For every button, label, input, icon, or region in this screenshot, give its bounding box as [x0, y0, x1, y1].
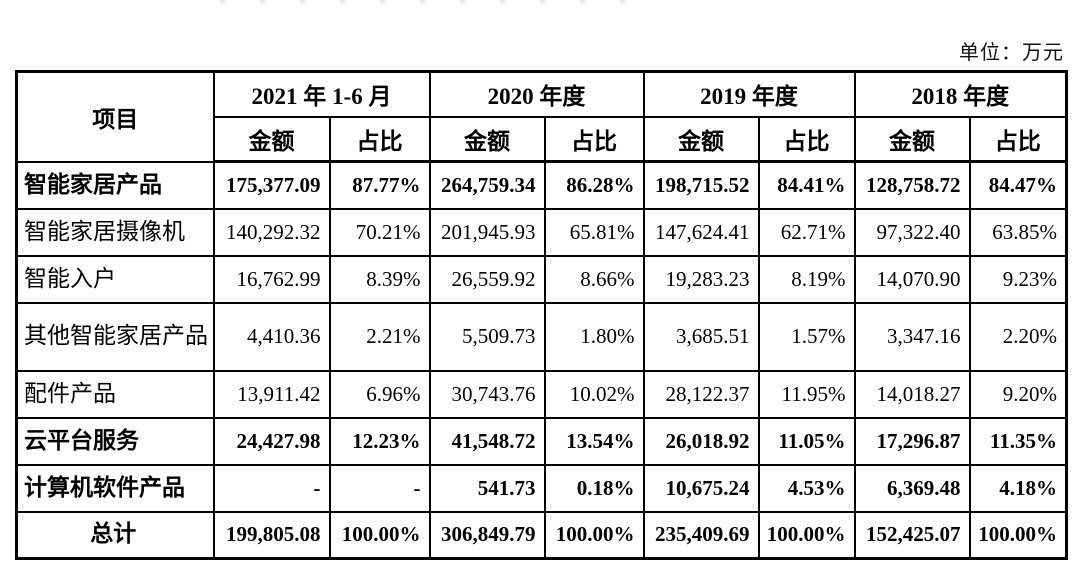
- cell-amount: 24,427.98: [212, 416, 331, 466]
- table-row: 配件产品 13,911.42 6.96% 30,743.76 10.02% 28,122.…: [15, 369, 1068, 419]
- cell-amount: 140,292.32: [212, 207, 331, 257]
- cell-ratio: 62.71%: [757, 207, 856, 257]
- cell-ratio: 11.95%: [757, 369, 856, 419]
- cell-amount: 10,675.24: [642, 463, 760, 513]
- cell-ratio: 84.47%: [968, 160, 1068, 210]
- col-header-ratio: 占比: [968, 115, 1068, 163]
- header-row-subcolumns: 金额 占比 金额 占比 金额 占比 金额 占比: [17, 115, 1068, 163]
- row-label: 其他智能家居产品: [15, 301, 215, 372]
- table-row: 智能家居摄像机 140,292.32 70.21% 201,945.93 65.81% 1…: [15, 207, 1068, 257]
- cell-amount: 541.73: [428, 463, 546, 513]
- row-label: 智能入户: [15, 254, 215, 304]
- col-header-amount: 金额: [642, 115, 760, 163]
- cell-ratio: 2.21%: [328, 301, 431, 372]
- cell-amount: 41,548.72: [428, 416, 546, 466]
- cell-ratio: 4.53%: [757, 463, 856, 513]
- cell-ratio: 87.77%: [328, 160, 431, 210]
- cell-amount: 26,559.92: [428, 254, 546, 304]
- cell-amount: 5,509.73: [428, 301, 546, 372]
- cell-ratio: 8.66%: [543, 254, 645, 304]
- row-label: 智能家居摄像机: [15, 207, 215, 257]
- cell-ratio: 1.80%: [543, 301, 645, 372]
- table-row: 智能家居产品 175,377.09 87.77% 264,759.34 86.28% 19…: [15, 160, 1068, 210]
- cell-amount: 14,018.27: [853, 369, 971, 419]
- cell-amount: 235,409.69: [642, 510, 760, 560]
- cell-amount: 19,283.23: [642, 254, 760, 304]
- cell-ratio: 11.35%: [968, 416, 1068, 466]
- col-header-2021h1: 2021 年 1-6 月: [212, 70, 431, 118]
- row-label: 总计: [15, 510, 215, 560]
- cell-amount: 147,624.41: [642, 207, 760, 257]
- cell-ratio: 12.23%: [328, 416, 431, 466]
- col-header-ratio: 占比: [757, 115, 856, 163]
- cell-amount: 6,369.48: [853, 463, 971, 513]
- cell-amount: 201,945.93: [428, 207, 546, 257]
- cell-ratio: -: [328, 463, 431, 513]
- col-header-ratio: 占比: [543, 115, 645, 163]
- cell-amount: -: [212, 463, 331, 513]
- col-header-amount: 金额: [428, 115, 546, 163]
- cell-amount: 264,759.34: [428, 160, 546, 210]
- cell-ratio: 11.05%: [757, 416, 856, 466]
- cell-amount: 152,425.07: [853, 510, 971, 560]
- cell-ratio: 9.23%: [968, 254, 1068, 304]
- cell-amount: 17,296.87: [853, 416, 971, 466]
- cell-ratio: 8.39%: [328, 254, 431, 304]
- row-label: 云平台服务: [15, 416, 215, 466]
- cell-amount: 14,070.90: [853, 254, 971, 304]
- cell-ratio: 100.00%: [543, 510, 645, 560]
- cell-ratio: 63.85%: [968, 207, 1068, 257]
- table-row: 其他智能家居产品 4,410.36 2.21% 5,509.73 1.80% 3,685.…: [15, 301, 1068, 372]
- cell-ratio: 6.96%: [328, 369, 431, 419]
- cell-ratio: 86.28%: [543, 160, 645, 210]
- header-row-periods: 项目 2021 年 1-6 月 2020 年度 2019 年度 2018 年度: [15, 70, 1068, 163]
- table-body: 智能家居产品 175,377.09 87.77% 264,759.34 86.28% 19…: [15, 160, 1068, 560]
- cropped-text-artifact: [220, 0, 640, 3]
- cell-ratio: 9.20%: [968, 369, 1068, 419]
- row-label: 计算机软件产品: [15, 463, 215, 513]
- cell-amount: 16,762.99: [212, 254, 331, 304]
- cell-ratio: 4.18%: [968, 463, 1068, 513]
- cell-ratio: 0.18%: [543, 463, 645, 513]
- cell-amount: 4,410.36: [212, 301, 331, 372]
- col-header-item: 项目: [15, 70, 215, 163]
- col-header-ratio: 占比: [328, 115, 431, 163]
- cell-ratio: 10.02%: [543, 369, 645, 419]
- table-row: 总计 199,805.08 100.00% 306,849.79 100.00% 235,…: [15, 510, 1068, 560]
- revenue-breakdown-table: 项目 2021 年 1-6 月 2020 年度 2019 年度 2018 年度 …: [15, 70, 1069, 560]
- cell-amount: 175,377.09: [212, 160, 331, 210]
- cell-amount: 28,122.37: [642, 369, 760, 419]
- cell-amount: 13,911.42: [212, 369, 331, 419]
- col-header-amount: 金额: [853, 115, 971, 163]
- cell-amount: 26,018.92: [642, 416, 760, 466]
- table-row: 智能入户 16,762.99 8.39% 26,559.92 8.66% 19,283.2…: [15, 254, 1068, 304]
- col-header-2019: 2019 年度: [642, 70, 856, 118]
- row-label: 配件产品: [15, 369, 215, 419]
- table-row: 云平台服务 24,427.98 12.23% 41,548.72 13.54% 26,01…: [15, 416, 1068, 466]
- col-header-amount: 金额: [212, 115, 331, 163]
- cell-amount: 128,758.72: [853, 160, 971, 210]
- col-header-2018: 2018 年度: [853, 70, 1068, 118]
- cell-amount: 3,685.51: [642, 301, 760, 372]
- row-label: 智能家居产品: [15, 160, 215, 210]
- col-header-2020: 2020 年度: [428, 70, 645, 118]
- cell-ratio: 84.41%: [757, 160, 856, 210]
- cell-ratio: 70.21%: [328, 207, 431, 257]
- unit-label: 单位：万元: [959, 42, 1064, 64]
- cell-ratio: 100.00%: [968, 510, 1068, 560]
- cell-amount: 306,849.79: [428, 510, 546, 560]
- cell-amount: 198,715.52: [642, 160, 760, 210]
- cell-ratio: 65.81%: [543, 207, 645, 257]
- table-row: 计算机软件产品 - -541.73 0.18% 10,675.24 4.53% 6,369.…: [15, 463, 1068, 513]
- cell-ratio: 13.54%: [543, 416, 645, 466]
- cell-ratio: 8.19%: [757, 254, 856, 304]
- cell-amount: 199,805.08: [212, 510, 331, 560]
- cell-amount: 97,322.40: [853, 207, 971, 257]
- cell-ratio: 2.20%: [968, 301, 1068, 372]
- cell-amount: 3,347.16: [853, 301, 971, 372]
- cell-amount: 30,743.76: [428, 369, 546, 419]
- cell-ratio: 1.57%: [757, 301, 856, 372]
- cell-ratio: 100.00%: [757, 510, 856, 560]
- cell-ratio: 100.00%: [328, 510, 431, 560]
